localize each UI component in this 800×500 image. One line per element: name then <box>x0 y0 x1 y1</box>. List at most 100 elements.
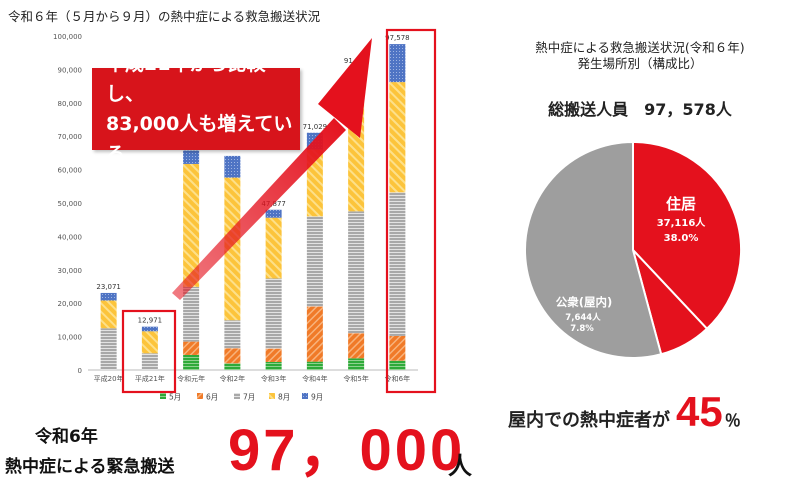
pie-label-public-percent: 7.8% <box>570 324 594 334</box>
trend-arrow <box>172 38 372 300</box>
legend-swatch-jun <box>197 393 203 399</box>
legend: 5月 6月 7月 8月 9月 <box>160 393 323 402</box>
legend-label-aug: 8月 <box>278 393 290 402</box>
bar-segment-jun <box>389 335 406 361</box>
indoor-text: 屋内での熱中症者が <box>508 410 670 431</box>
bar-chart: 0 10,000 20,000 30,000 40,000 50,000 60,000 70,… <box>53 28 437 402</box>
pie-label-public-count: 7,644人 <box>565 312 601 323</box>
pie-total-label: 総搬送人員 97，578人 <box>548 100 732 119</box>
bar-segment-sep <box>389 44 406 83</box>
y-tick-label: 40,000 <box>58 233 83 241</box>
summary-caption: 熱中症による緊急搬送 <box>5 457 175 477</box>
pie-title-line-1: 熱中症による救急搬送状況(令和６年) <box>535 40 745 55</box>
bar-segment-jul <box>183 286 200 342</box>
legend-swatch-may <box>160 393 166 399</box>
bar-total-label: 23,071 <box>96 283 121 291</box>
bar-segment-may <box>348 358 365 370</box>
x-axis: 平成20年 平成21年 令和元年 令和2年 令和3年 令和4年 令和5年 令和6年 <box>94 374 410 383</box>
bar-segment-may <box>389 360 406 370</box>
bar-segment-jun <box>224 348 241 364</box>
x-tick-label: 平成21年 <box>135 374 165 383</box>
highlight-box-heisei21 <box>121 309 177 394</box>
y-tick-label: 80,000 <box>58 100 83 108</box>
y-tick-label: 50,000 <box>58 200 83 208</box>
bar-segment-may <box>183 354 200 370</box>
summary-number: 97，000 <box>228 418 466 483</box>
bar-total-label: 12,971 <box>138 317 163 325</box>
summary-year: 令和6年 <box>35 427 98 447</box>
indoor-percent: 45 <box>676 388 723 435</box>
callout-box: 平成21年から比較し、 83,000人も増えている <box>92 53 300 165</box>
x-tick-label: 令和5年 <box>343 374 368 383</box>
y-tick-label: 20,000 <box>58 300 83 308</box>
bar-total-label: 97,578 <box>385 34 410 42</box>
bar-segment-sep <box>100 292 117 301</box>
pie-title: 熱中症による救急搬送状況(令和６年) 発生場所別（構成比） <box>500 40 780 72</box>
pie-slice-other <box>524 140 663 359</box>
x-tick-label: 令和4年 <box>302 374 327 383</box>
bar-segment-jul <box>348 211 365 334</box>
y-tick-label: 60,000 <box>58 167 83 175</box>
arrow-shaft <box>172 118 346 300</box>
bar-segment-jun <box>265 348 282 362</box>
pie-label-home-count: 37,116人 <box>657 216 707 229</box>
pie-slice-home <box>632 140 742 331</box>
legend-swatch-jul <box>234 393 240 399</box>
y-tick-label: 0 <box>78 367 82 375</box>
bar-segment-aug <box>224 177 241 321</box>
bar-segment-sep <box>265 209 282 218</box>
bar-segment-jul <box>265 278 282 349</box>
pie-label-home: 住居 37,116人 38.0% <box>657 195 707 244</box>
indoor-ratio-statement: 屋内での熱中症者が 45 ％ <box>508 388 741 436</box>
bar-segment-may <box>265 361 282 370</box>
highlight-box-reiwa6 <box>385 28 437 394</box>
pie-label-public: 公衆(屋内) 7,644人 7.8% <box>556 295 613 334</box>
callout-line-1: 平成21年から比較し、 <box>106 53 266 105</box>
bar-segment-jul <box>389 192 406 336</box>
bar-segment-jun <box>306 306 323 362</box>
bar-segment-aug <box>389 82 406 193</box>
bar-segment-aug <box>265 217 282 279</box>
bar-total-label: 71,029 <box>303 123 328 131</box>
highlight-boxes <box>121 28 437 394</box>
legend-swatch-sep <box>302 393 308 399</box>
x-tick-label: 令和3年 <box>261 374 286 383</box>
arrow-head <box>318 38 372 138</box>
bar-segment-aug <box>306 149 323 217</box>
bar-segment-aug <box>100 300 117 329</box>
summary-unit: 人 <box>448 452 472 480</box>
bar-group <box>100 44 406 370</box>
x-tick-label: 令和6年 <box>385 374 410 383</box>
y-tick-label: 90,000 <box>58 66 83 74</box>
pie-chart: 住居 37,116人 38.0% 公衆(屋内) 7,644人 7.8% <box>524 140 742 359</box>
bar-segment-aug <box>141 331 158 354</box>
pie-label-home-name: 住居 <box>666 195 696 213</box>
bar-segment-may <box>306 361 323 370</box>
legend-label-jun: 6月 <box>206 393 218 402</box>
bar-segment-sep <box>224 155 241 178</box>
x-tick-label: 平成20年 <box>94 374 124 383</box>
y-tick-label: 70,000 <box>58 133 83 141</box>
legend-swatch-aug <box>269 393 275 399</box>
pie-label-home-percent: 38.0% <box>664 233 699 244</box>
callout-line-2: 83,000人も増えている <box>106 113 293 165</box>
bar-segment-jul <box>141 353 158 370</box>
indoor-percent-unit: ％ <box>724 411 741 430</box>
bar-segment-jul <box>100 328 117 370</box>
bar-segment-jul <box>306 216 323 307</box>
pie-slices <box>524 140 742 359</box>
legend-label-may: 5月 <box>169 393 181 402</box>
pie-label-public-name: 公衆(屋内) <box>556 295 613 309</box>
bar-segment-sep <box>141 326 158 332</box>
bar-segment-jun <box>183 341 200 355</box>
bar-segment-may <box>224 363 241 370</box>
bar-segment-sep <box>183 150 200 164</box>
y-tick-label: 30,000 <box>58 267 83 275</box>
y-tick-label: 100,000 <box>53 33 82 41</box>
legend-label-jul: 7月 <box>243 393 255 402</box>
y-tick-label: 10,000 <box>58 334 83 342</box>
bar-segment-jul <box>224 320 241 349</box>
bar-segment-aug <box>183 163 200 287</box>
pie-title-line-2: 発生場所別（構成比） <box>577 56 703 71</box>
x-tick-label: 令和元年 <box>177 374 205 383</box>
